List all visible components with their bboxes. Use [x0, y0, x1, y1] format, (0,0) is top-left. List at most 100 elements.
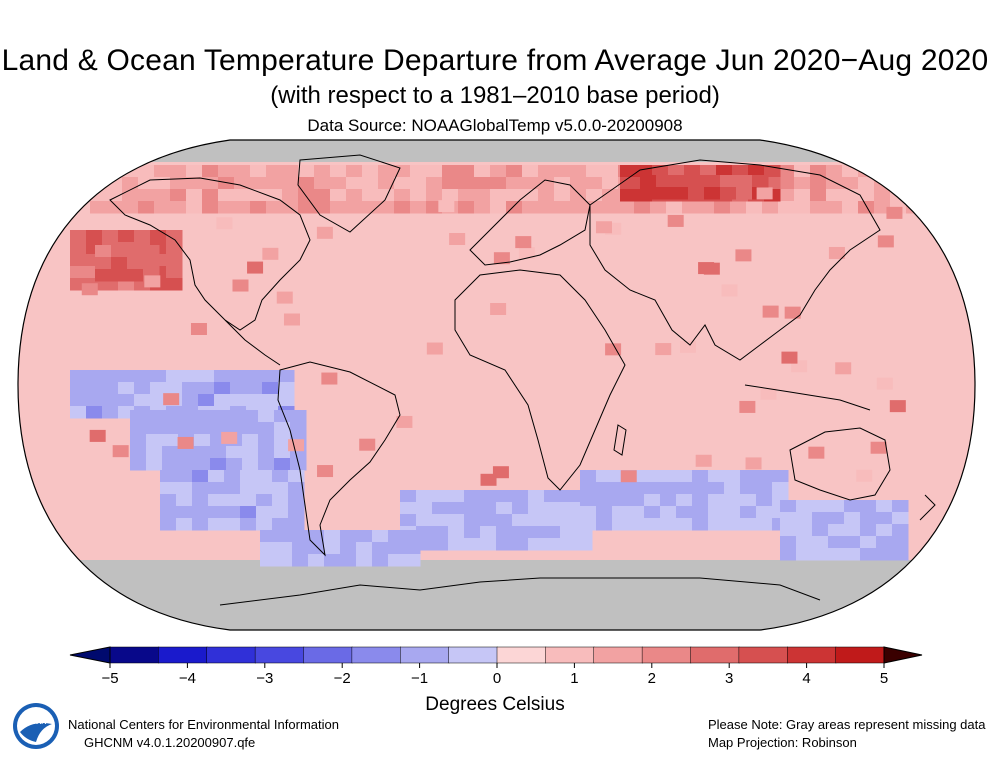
anomaly-cell	[796, 512, 813, 525]
anomaly-cell	[226, 458, 243, 471]
anomaly-cell	[256, 518, 273, 531]
anomaly-cell	[692, 494, 709, 507]
anomaly-cell	[134, 382, 151, 395]
anomaly-cell	[143, 245, 160, 258]
anomaly-cell	[288, 482, 305, 495]
anomaly-cell	[154, 201, 171, 214]
anomaly-cell	[130, 434, 147, 447]
anomaly-cell	[826, 165, 843, 178]
anomaly-cell	[234, 189, 251, 202]
anomaly-cell	[612, 518, 629, 531]
anomaly-cell	[182, 370, 199, 383]
anomaly-cell	[506, 165, 523, 178]
anomaly-cell	[404, 554, 421, 567]
anomaly-cell	[596, 494, 613, 507]
anomaly-cell	[144, 275, 161, 288]
anomaly-cell	[210, 422, 227, 435]
anomaly-cell	[518, 247, 535, 260]
anomaly-cell	[218, 165, 235, 178]
anomaly-cell	[780, 524, 797, 537]
anomaly-cell	[89, 429, 106, 442]
footer-org: National Centers for Environmental Infor…	[68, 717, 339, 732]
anomaly-cell	[178, 458, 195, 471]
anomaly-cell	[118, 230, 135, 243]
anomaly-cell	[102, 394, 119, 407]
anomaly-cell	[756, 187, 773, 200]
anomaly-cell	[432, 514, 449, 527]
anomaly-cell	[740, 518, 757, 531]
anomaly-cell	[70, 370, 87, 383]
anomaly-cell	[154, 165, 171, 178]
anomaly-cell	[288, 518, 305, 531]
anomaly-cell	[560, 526, 577, 539]
anomaly-cell	[122, 177, 139, 190]
anomaly-cell	[192, 494, 209, 507]
anomaly-cell	[876, 500, 893, 513]
anomaly-cell	[146, 422, 163, 435]
footer-note: Please Note: Gray areas represent missin…	[708, 717, 986, 732]
anomaly-cell	[150, 394, 167, 407]
anomaly-cell	[134, 230, 151, 243]
anomaly-cell	[160, 518, 177, 531]
anomaly-cell	[860, 524, 877, 537]
anomaly-cell	[756, 470, 773, 483]
anomaly-cell	[892, 500, 909, 513]
anomaly-cell	[266, 201, 283, 214]
anomaly-cell	[716, 165, 733, 178]
anomaly-cell	[274, 446, 291, 459]
anomaly-cell	[162, 410, 179, 423]
anomaly-cell	[288, 439, 305, 452]
anomaly-cell	[528, 538, 545, 551]
anomaly-cell	[876, 377, 893, 390]
anomaly-cell	[218, 201, 235, 214]
anomaly-cell	[178, 446, 195, 459]
anomaly-cell	[210, 446, 227, 459]
anomaly-cell	[828, 246, 845, 259]
anomaly-cell	[198, 370, 215, 383]
anomaly-cell	[111, 269, 128, 282]
anomaly-cell	[194, 458, 211, 471]
anomaly-cell	[234, 201, 251, 214]
anomaly-cell	[595, 221, 612, 234]
anomaly-cell	[692, 470, 709, 483]
anomaly-cell	[704, 187, 721, 200]
anomaly-cell	[580, 482, 597, 495]
anomaly-cell	[246, 382, 263, 395]
anomaly-cell	[208, 470, 225, 483]
anomaly-cell	[170, 201, 187, 214]
anomaly-cell	[314, 177, 331, 190]
anomaly-cell	[876, 524, 893, 537]
anomaly-cell	[70, 394, 87, 407]
anomaly-cell	[224, 470, 241, 483]
anomaly-cell	[247, 261, 264, 274]
anomaly-cell	[778, 189, 795, 202]
anomaly-cell	[266, 165, 283, 178]
anomaly-cell	[695, 454, 712, 467]
anomaly-cell	[772, 482, 789, 495]
anomaly-cell	[756, 494, 773, 507]
anomaly-cell	[778, 201, 795, 214]
anomaly-cell	[886, 206, 903, 219]
anomaly-cell	[480, 490, 497, 503]
anomaly-cell	[464, 538, 481, 551]
colorbar-bin	[787, 646, 837, 664]
anomaly-cell	[570, 189, 587, 202]
anomaly-cell	[346, 177, 363, 190]
anomaly-cell	[308, 554, 325, 567]
anomaly-cell	[260, 530, 277, 543]
anomaly-cell	[266, 177, 283, 190]
anomaly-cell	[426, 342, 443, 355]
anomaly-cell	[794, 177, 811, 190]
anomaly-cell	[214, 382, 231, 395]
anomaly-cell	[404, 542, 421, 555]
anomaly-cell	[889, 400, 906, 413]
colorbar-bin	[254, 646, 305, 664]
anomaly-cell	[724, 482, 741, 495]
anomaly-cell	[570, 165, 587, 178]
anomaly-cell	[640, 175, 657, 188]
anomaly-cell	[143, 257, 160, 270]
anomaly-cell	[512, 502, 529, 515]
anomaly-cell	[808, 446, 825, 459]
anomaly-cell	[810, 189, 827, 202]
